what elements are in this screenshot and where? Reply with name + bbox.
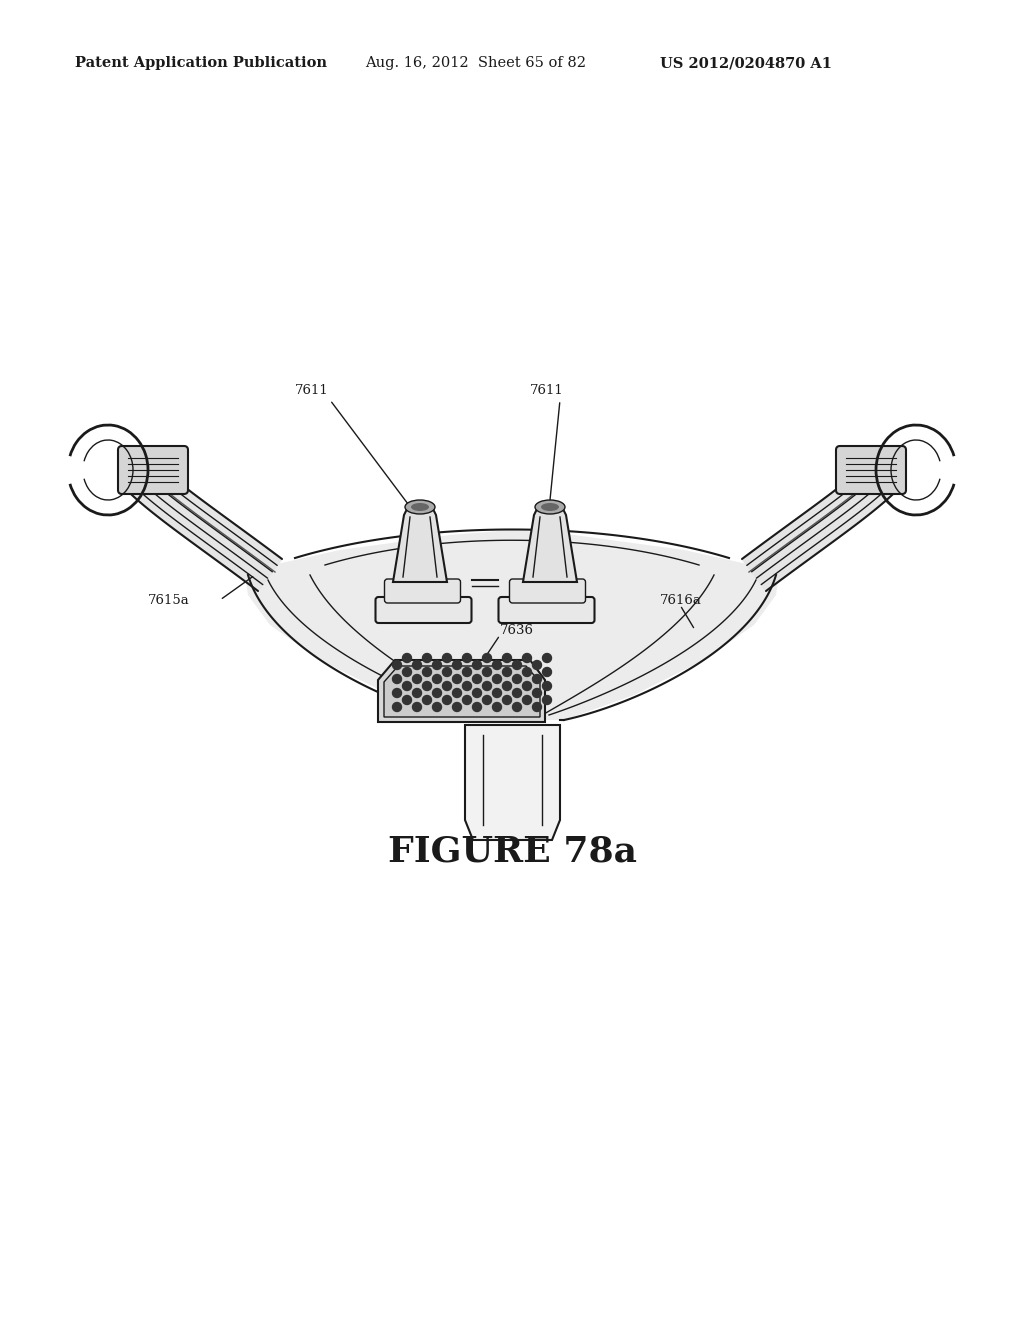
Circle shape xyxy=(392,702,401,711)
Text: Aug. 16, 2012  Sheet 65 of 82: Aug. 16, 2012 Sheet 65 of 82 xyxy=(365,57,586,70)
Circle shape xyxy=(493,675,502,684)
Circle shape xyxy=(432,675,441,684)
Circle shape xyxy=(503,696,512,705)
Circle shape xyxy=(413,689,422,697)
Text: FIGURE 78a: FIGURE 78a xyxy=(387,834,637,869)
Circle shape xyxy=(402,668,412,676)
Circle shape xyxy=(402,653,412,663)
Circle shape xyxy=(423,668,431,676)
Circle shape xyxy=(432,702,441,711)
FancyBboxPatch shape xyxy=(510,579,586,603)
Circle shape xyxy=(503,668,512,676)
Circle shape xyxy=(482,681,492,690)
Polygon shape xyxy=(742,461,898,591)
Text: 7636: 7636 xyxy=(500,623,534,636)
Polygon shape xyxy=(245,531,779,719)
Circle shape xyxy=(442,696,452,705)
Circle shape xyxy=(493,660,502,669)
Circle shape xyxy=(472,660,481,669)
Circle shape xyxy=(522,696,531,705)
Circle shape xyxy=(543,681,552,690)
Ellipse shape xyxy=(411,503,429,511)
Circle shape xyxy=(402,681,412,690)
Circle shape xyxy=(413,702,422,711)
Circle shape xyxy=(423,696,431,705)
Circle shape xyxy=(432,689,441,697)
FancyBboxPatch shape xyxy=(376,597,471,623)
Circle shape xyxy=(482,696,492,705)
Ellipse shape xyxy=(406,500,435,513)
Circle shape xyxy=(543,668,552,676)
Circle shape xyxy=(402,696,412,705)
Circle shape xyxy=(392,689,401,697)
Circle shape xyxy=(543,653,552,663)
Circle shape xyxy=(532,689,542,697)
Circle shape xyxy=(472,702,481,711)
Circle shape xyxy=(503,653,512,663)
Circle shape xyxy=(453,702,462,711)
Circle shape xyxy=(432,660,441,669)
Polygon shape xyxy=(523,507,577,582)
Circle shape xyxy=(503,681,512,690)
Circle shape xyxy=(482,668,492,676)
Ellipse shape xyxy=(541,503,559,511)
Circle shape xyxy=(472,689,481,697)
Text: 7616a: 7616a xyxy=(660,594,701,606)
Circle shape xyxy=(413,675,422,684)
Circle shape xyxy=(442,681,452,690)
Circle shape xyxy=(413,660,422,669)
FancyBboxPatch shape xyxy=(384,579,461,603)
Circle shape xyxy=(472,675,481,684)
Circle shape xyxy=(522,668,531,676)
Circle shape xyxy=(392,660,401,669)
Circle shape xyxy=(512,675,521,684)
Text: Patent Application Publication: Patent Application Publication xyxy=(75,57,327,70)
Circle shape xyxy=(532,675,542,684)
Circle shape xyxy=(512,660,521,669)
Circle shape xyxy=(493,702,502,711)
Circle shape xyxy=(463,668,471,676)
Circle shape xyxy=(463,681,471,690)
Polygon shape xyxy=(393,507,447,582)
Circle shape xyxy=(493,689,502,697)
Circle shape xyxy=(543,696,552,705)
Circle shape xyxy=(512,702,521,711)
Circle shape xyxy=(532,660,542,669)
Circle shape xyxy=(442,653,452,663)
FancyBboxPatch shape xyxy=(836,446,906,494)
Circle shape xyxy=(453,660,462,669)
Circle shape xyxy=(453,689,462,697)
FancyBboxPatch shape xyxy=(118,446,188,494)
Circle shape xyxy=(423,681,431,690)
Circle shape xyxy=(482,653,492,663)
Polygon shape xyxy=(126,461,282,591)
Circle shape xyxy=(512,689,521,697)
Circle shape xyxy=(442,668,452,676)
Circle shape xyxy=(453,675,462,684)
Text: 7615a: 7615a xyxy=(148,594,189,606)
Polygon shape xyxy=(384,667,540,717)
FancyBboxPatch shape xyxy=(499,597,595,623)
Polygon shape xyxy=(465,725,560,840)
Text: US 2012/0204870 A1: US 2012/0204870 A1 xyxy=(660,57,831,70)
Text: 7611: 7611 xyxy=(530,384,564,396)
Circle shape xyxy=(423,653,431,663)
Text: 7611: 7611 xyxy=(295,384,329,396)
Circle shape xyxy=(392,675,401,684)
Circle shape xyxy=(463,653,471,663)
Circle shape xyxy=(532,702,542,711)
Circle shape xyxy=(522,681,531,690)
Circle shape xyxy=(522,653,531,663)
Circle shape xyxy=(463,696,471,705)
Ellipse shape xyxy=(535,500,565,513)
Polygon shape xyxy=(378,660,545,722)
